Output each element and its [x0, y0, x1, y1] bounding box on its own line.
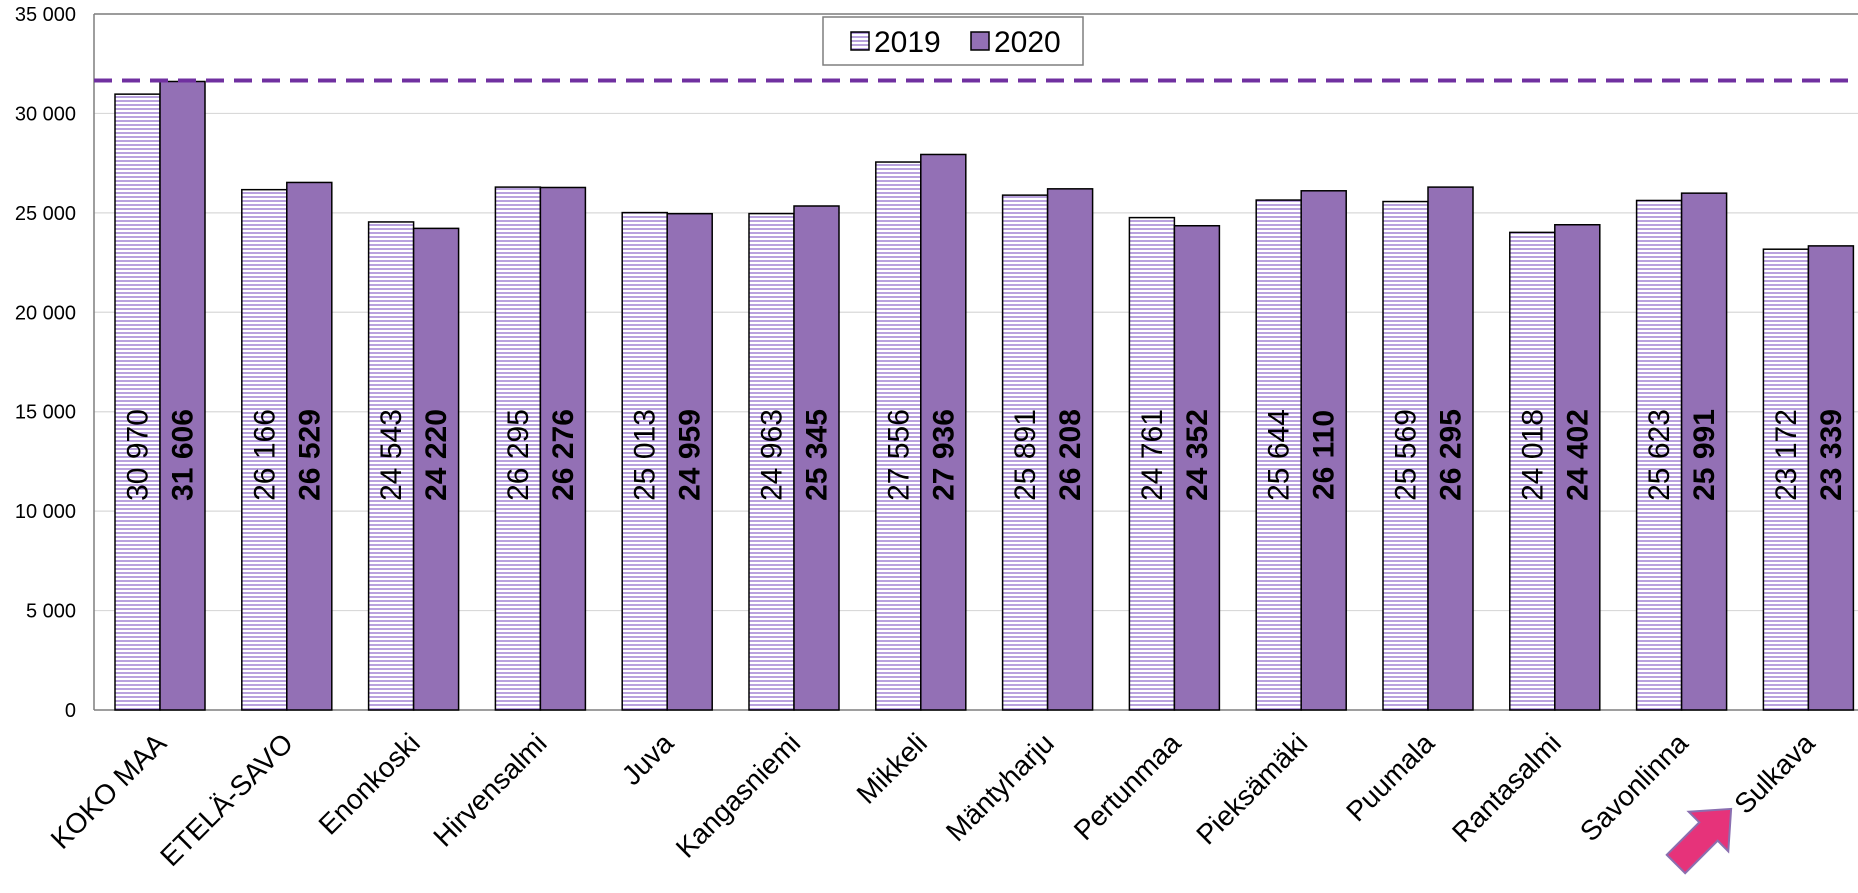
x-tick-label: Pertunmaa [1068, 727, 1187, 846]
data-label-2020: 26 295 [1435, 409, 1468, 501]
data-label-2020: 27 936 [927, 409, 960, 501]
bar-2020 [666, 212, 713, 711]
data-label-2019: 25 013 [629, 409, 662, 501]
x-tick-label: Hirvensalmi [427, 727, 552, 852]
bar-2020 [412, 227, 460, 711]
bar-2020 [793, 205, 840, 711]
data-label-2020: 24 352 [1181, 409, 1214, 501]
data-label-2020: 31 606 [167, 409, 200, 501]
bar-2020 [1427, 186, 1474, 711]
data-label-2019: 24 761 [1136, 409, 1169, 501]
bar-2019 [1255, 199, 1302, 711]
data-label-2019: 24 963 [756, 409, 789, 501]
data-label-2020: 25 991 [1688, 409, 1721, 501]
data-label-2019: 23 172 [1770, 409, 1803, 501]
bar-2020 [1173, 224, 1221, 711]
bars [114, 80, 1855, 711]
x-tick-label: Sulkava [1728, 727, 1821, 820]
data-label-2020: 26 110 [1308, 410, 1341, 500]
bar-2020 [1046, 188, 1094, 711]
data-label-2020: 26 276 [547, 409, 580, 501]
bar-2020 [1680, 192, 1728, 711]
data-label-2019: 26 295 [502, 409, 535, 501]
y-tick-label: 0 [65, 700, 76, 722]
y-tick-label: 15 000 [15, 402, 76, 424]
data-label-2020: 23 339 [1815, 409, 1848, 501]
x-tick-label: ETELÄ-SAVO [154, 727, 299, 872]
y-tick-label: 20 000 [15, 302, 76, 324]
data-label-2020: 24 220 [420, 409, 453, 501]
data-label-2019: 25 891 [1009, 409, 1042, 501]
data-label-2020: 24 402 [1561, 409, 1594, 501]
legend-label-2020: 2020 [994, 26, 1061, 59]
bar-2019 [1762, 248, 1810, 711]
data-label-2019: 25 623 [1643, 409, 1676, 501]
y-tick-label: 30 000 [15, 103, 76, 125]
bar-2020 [1554, 223, 1601, 711]
data-label-2019: 24 543 [375, 409, 408, 501]
bar-2019 [1128, 216, 1176, 711]
y-tick-label: 10 000 [15, 501, 76, 523]
data-label-2019: 25 569 [1390, 409, 1423, 501]
highlight-arrow-icon [1665, 807, 1733, 875]
x-tick-label: Savonlinna [1574, 727, 1694, 847]
data-label-2020: 24 959 [674, 409, 707, 501]
data-label-2020: 25 345 [801, 409, 834, 501]
x-tick-label: Enonkoski [313, 727, 426, 840]
x-tick-label: Juva [616, 727, 680, 791]
data-label-2019: 27 556 [882, 409, 915, 501]
data-label-2020: 26 529 [293, 409, 326, 501]
x-tick-label: Kangasniemi [670, 727, 806, 863]
y-axis-ticks: 0 5 000 10 000 15 000 20 000 25 000 30 000 35 0… [15, 4, 76, 722]
bar-2020 [920, 153, 967, 711]
x-tick-label: Rantasalmi [1446, 727, 1567, 848]
data-label-2020: 26 208 [1054, 409, 1087, 501]
y-tick-label: 5 000 [26, 601, 76, 623]
legend-label-2019: 2019 [874, 26, 941, 59]
data-label-2019: 25 644 [1263, 409, 1296, 501]
bar-2020 [1300, 190, 1347, 711]
bar-2019 [241, 188, 288, 711]
bar-2019 [1635, 199, 1683, 711]
bar-2020 [1807, 245, 1855, 711]
data-labels: 30 970 31 606 26 166 26 529 24 543 24 220 26 2… [122, 409, 1848, 501]
x-tick-label: Pieksämäki [1190, 727, 1313, 850]
data-label-2019: 24 018 [1516, 409, 1549, 501]
x-tick-label: KOKO MAA [45, 727, 173, 855]
legend-swatch-2020 [970, 31, 990, 51]
bar-2019 [748, 212, 795, 711]
bar-2020 [159, 80, 206, 711]
y-tick-label: 25 000 [15, 203, 76, 225]
bar-2019 [875, 161, 922, 711]
x-tick-label: Mäntyharju [940, 727, 1060, 847]
legend: 2019 2020 [822, 16, 1084, 66]
bar-2019 [621, 211, 668, 711]
bar-2019 [114, 93, 161, 711]
bar-2019 [1001, 194, 1049, 711]
data-label-2019: 30 970 [122, 409, 155, 501]
legend-swatch-2019 [850, 31, 870, 51]
x-tick-label: Puumala [1340, 727, 1440, 827]
data-label-2019: 26 166 [248, 409, 281, 501]
bar-2020 [286, 181, 333, 711]
bar-2020 [539, 186, 587, 711]
x-tick-label: Mikkeli [851, 727, 933, 809]
y-tick-label: 35 000 [15, 4, 76, 26]
bar-2019 [1382, 200, 1429, 711]
